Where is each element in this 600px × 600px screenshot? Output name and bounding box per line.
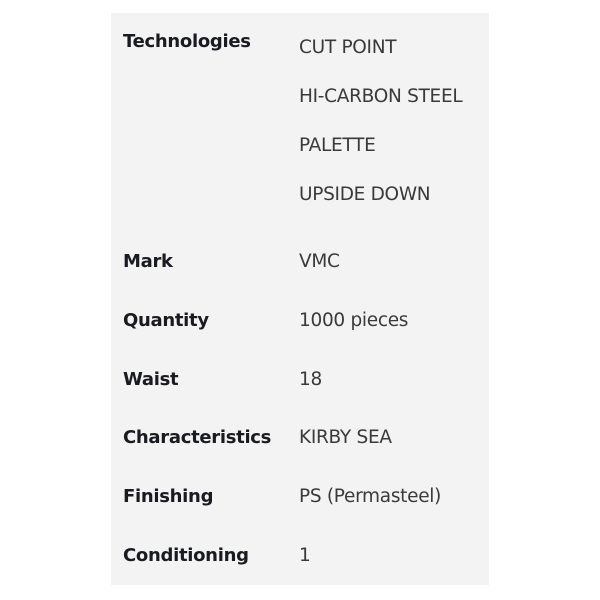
spec-table: [111, 13, 489, 585]
spec-label-characteristics: Characteristics: [123, 427, 272, 448]
spec-value-waist: 18: [299, 369, 322, 390]
spec-label-finishing: Finishing: [123, 486, 214, 507]
spec-value-conditioning: 1: [299, 545, 311, 566]
spec-value-characteristics: KIRBY SEA: [299, 427, 392, 448]
spec-label-technologies: Technologies: [123, 31, 251, 52]
spec-label-quantity: Quantity: [123, 310, 209, 331]
spec-value-technology: UPSIDE DOWN: [299, 184, 431, 205]
spec-label-waist: Waist: [123, 369, 179, 390]
spec-value-technology: PALETTE: [299, 135, 376, 156]
spec-value-finishing: PS (Permasteel): [299, 486, 442, 507]
spec-value-mark: VMC: [299, 251, 340, 272]
spec-label-mark: Mark: [123, 251, 173, 272]
spec-label-conditioning: Conditioning: [123, 545, 249, 566]
spec-value-technology: HI-CARBON STEEL: [299, 86, 463, 107]
spec-value-quantity: 1000 pieces: [299, 310, 409, 331]
spec-value-technology: CUT POINT: [299, 37, 397, 58]
